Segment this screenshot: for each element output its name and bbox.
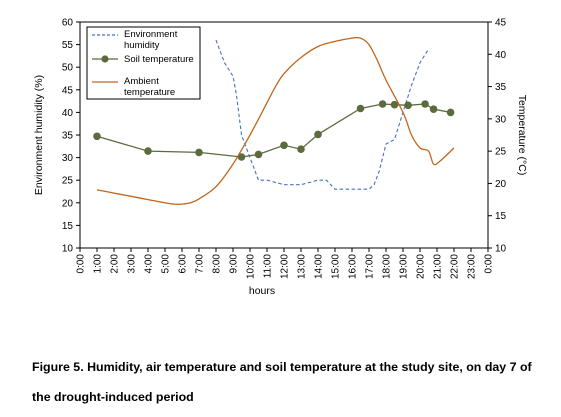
series-line-3 bbox=[96, 36, 455, 205]
left-tick-label: 40 bbox=[62, 108, 74, 119]
left-tick-label: 25 bbox=[62, 176, 74, 187]
right-tick-label: 35 bbox=[495, 82, 507, 93]
right-tick-label: 20 bbox=[495, 179, 507, 190]
x-tick-label: 12:00 bbox=[280, 254, 291, 279]
x-tick-label: 5:00 bbox=[161, 254, 172, 274]
x-tick-label: 0:00 bbox=[76, 254, 87, 274]
legend-label-soil: Soil temperature bbox=[124, 54, 194, 65]
left-tick-label: 15 bbox=[62, 221, 74, 232]
left-tick-label: 30 bbox=[62, 153, 74, 164]
soil-temperature-point bbox=[429, 105, 438, 113]
left-tick-label: 60 bbox=[62, 18, 74, 29]
soil-temperature-point bbox=[446, 108, 455, 117]
soil-temperature-point bbox=[356, 104, 365, 113]
left-tick-label: 10 bbox=[62, 244, 74, 255]
left-tick-label: 45 bbox=[62, 85, 74, 96]
soil-temperature-point bbox=[280, 141, 288, 150]
left-tick-label: 20 bbox=[62, 198, 74, 209]
x-tick-label: 8:00 bbox=[212, 254, 223, 274]
x-tick-label: 14:00 bbox=[314, 254, 325, 279]
x-tick-label: 4:00 bbox=[144, 254, 155, 274]
legend-label-humidity: Environment bbox=[124, 29, 178, 40]
y-axis-label-right: Temperature (°C) bbox=[516, 95, 528, 176]
soil-temperature-point bbox=[378, 100, 387, 108]
soil-temperature-point bbox=[93, 132, 101, 141]
y-axis-label-left: Environment humidity (%) bbox=[33, 75, 45, 195]
x-tick-label: 20:00 bbox=[416, 254, 427, 279]
x-tick-label: 11:00 bbox=[263, 254, 274, 279]
x-tick-label: 17:00 bbox=[365, 254, 376, 279]
x-tick-label: 18:00 bbox=[382, 254, 393, 279]
soil-temperature-point bbox=[254, 150, 263, 159]
legend-label-ambient: Ambient bbox=[124, 76, 159, 87]
soil-temperature-point bbox=[404, 101, 412, 110]
legend-marker-soil bbox=[101, 55, 109, 63]
right-tick-label: 15 bbox=[495, 211, 507, 222]
soil-temperature-point bbox=[297, 145, 305, 153]
x-tick-label: 10:00 bbox=[246, 254, 257, 279]
x-tick-label: 19:00 bbox=[399, 254, 410, 279]
left-tick-label: 55 bbox=[62, 40, 74, 51]
right-tick-label: 40 bbox=[495, 50, 507, 61]
x-tick-label: 13:00 bbox=[297, 254, 308, 279]
x-tick-label: 1:00 bbox=[93, 254, 104, 274]
left-axis-ticks: 10 15 20 25 30 35 40 45 50 55 60 bbox=[62, 18, 80, 255]
series-layer bbox=[93, 36, 455, 205]
right-tick-label: 30 bbox=[495, 114, 507, 125]
legend-label-humidity-cont: humidity bbox=[124, 40, 160, 51]
x-tick-label: 15:00 bbox=[331, 254, 342, 279]
right-tick-label: 45 bbox=[495, 18, 507, 29]
x-tick-label: 0:00 bbox=[484, 254, 495, 274]
x-tick-label: 16:00 bbox=[348, 254, 359, 279]
x-tick-label: 6:00 bbox=[178, 254, 189, 274]
x-tick-label: 22:00 bbox=[450, 254, 461, 279]
x-tick-label: 7:00 bbox=[195, 254, 206, 274]
x-tick-label: 2:00 bbox=[110, 254, 121, 274]
right-tick-label: 25 bbox=[495, 147, 507, 158]
right-tick-label: 10 bbox=[495, 244, 507, 255]
x-axis-label: hours bbox=[249, 285, 275, 297]
x-axis-ticks: 0:00 1:00 2:00 3:00 4:00 5:00 6:00 7:00 8:00 9:00… bbox=[76, 248, 495, 279]
x-tick-label: 9:00 bbox=[229, 254, 240, 274]
series-line-1 bbox=[215, 39, 429, 190]
soil-temperature-point bbox=[195, 148, 203, 157]
x-tick-label: 23:00 bbox=[467, 254, 478, 279]
right-axis-ticks: 10 15 20 25 30 35 40 45 bbox=[488, 18, 507, 255]
figure-caption: Figure 5. Humidity, air temperature and … bbox=[32, 360, 532, 404]
left-tick-label: 50 bbox=[62, 63, 74, 74]
left-tick-label: 35 bbox=[62, 131, 74, 142]
x-tick-label: 21:00 bbox=[433, 254, 444, 279]
soil-temperature-point bbox=[144, 147, 152, 155]
soil-temperature-point bbox=[237, 153, 246, 161]
x-tick-label: 3:00 bbox=[127, 254, 138, 274]
soil-temperature-point bbox=[421, 100, 429, 108]
legend-frame bbox=[86, 26, 201, 100]
legend-label-ambient-cont: temperature bbox=[124, 87, 175, 98]
soil-temperature-point bbox=[314, 130, 322, 139]
legend: Environment humidity Soil temperature Am… bbox=[86, 26, 201, 100]
soil-temperature-point bbox=[390, 100, 399, 109]
